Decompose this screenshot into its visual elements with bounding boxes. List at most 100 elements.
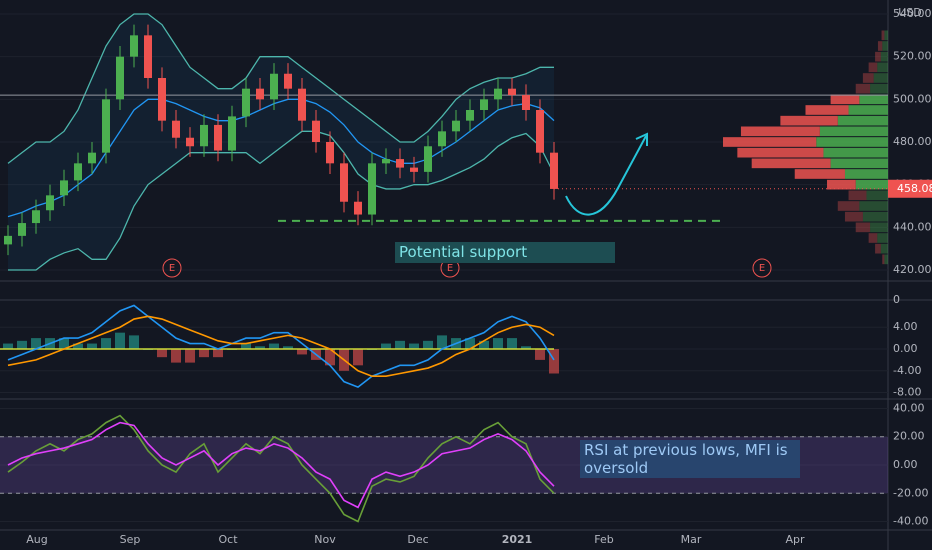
macd-tick-label: -8.00: [893, 386, 921, 399]
macd-histogram-bar: [255, 346, 265, 349]
macd-histogram-bar: [395, 340, 405, 349]
macd-histogram-bar: [521, 346, 531, 349]
candle-body: [270, 73, 278, 100]
macd-tick-label: 0.00: [893, 342, 918, 355]
macd-histogram-bar: [185, 349, 195, 363]
candle-body: [508, 88, 516, 96]
bollinger-line: [7, 98, 555, 218]
volume-profile-down: [862, 73, 874, 83]
macd-scale-label: 0: [893, 293, 900, 306]
volume-profile-up: [855, 179, 888, 190]
oscillator-tick-label: -40.00: [893, 515, 928, 528]
volume-profile-down: [877, 41, 883, 51]
candle-body: [242, 88, 250, 117]
volume-profile-up: [823, 147, 888, 158]
x-tick-label: 2021: [502, 533, 533, 546]
macd-histogram-bar: [381, 343, 391, 349]
candle-body: [368, 163, 376, 215]
candle-body: [18, 223, 26, 236]
price-tick-label: 480.00: [893, 135, 932, 148]
price-tick-label: 440.00: [893, 220, 932, 233]
volume-profile-down: [844, 211, 863, 222]
candle-body: [88, 152, 96, 164]
price-tick-label: 500.00: [893, 92, 932, 105]
volume-profile-up: [848, 105, 888, 115]
price-tick-label: 420.00: [893, 263, 932, 276]
macd-histogram-bar: [3, 343, 13, 349]
volume-profile-down: [740, 126, 820, 137]
x-tick-label: Mar: [681, 533, 702, 546]
candle-body: [284, 73, 292, 89]
macd-histogram-bar: [59, 338, 69, 349]
macd-histogram-bar: [479, 340, 489, 349]
candle-body: [214, 124, 222, 151]
candle-body: [102, 99, 110, 153]
volume-profile-down: [780, 115, 838, 126]
volume-profile-down: [723, 137, 817, 147]
candle-body: [200, 124, 208, 147]
volume-profile-up: [877, 62, 888, 73]
macd-histogram-bar: [493, 338, 503, 349]
last-price-label: 458.08: [897, 182, 932, 195]
volume-profile-down: [882, 254, 885, 265]
candle-body: [228, 116, 236, 151]
volume-profile-down: [827, 179, 856, 190]
volume-profile-down: [855, 83, 871, 94]
volume-profile-up: [844, 169, 888, 179]
oscillator-line: [7, 414, 555, 523]
macd-histogram-bar: [171, 349, 181, 363]
macd-histogram-bar: [283, 346, 293, 349]
candle-body: [46, 195, 54, 211]
currency-label: USD: [898, 6, 922, 19]
volume-profile-up: [884, 30, 888, 41]
bollinger-fill: [8, 14, 554, 270]
macd-histogram-bar: [241, 343, 251, 349]
earnings-marker-label: E: [169, 263, 175, 274]
candle-body: [298, 88, 306, 121]
candle-body: [60, 180, 68, 196]
macd-histogram-bar: [325, 349, 335, 366]
macd-histogram-bar: [129, 335, 139, 349]
volume-profile-up: [866, 190, 888, 201]
volume-profile-up: [877, 233, 888, 243]
macd-histogram-bar: [297, 349, 307, 355]
volume-profile-up: [862, 211, 888, 222]
candle-body: [382, 159, 390, 164]
macd-histogram-bar: [437, 335, 447, 349]
candle-body: [340, 163, 348, 202]
candle-body: [116, 56, 124, 100]
candle-body: [130, 35, 138, 57]
earnings-marker: [162, 258, 182, 278]
volume-profile-up: [816, 137, 888, 147]
macd-histogram-bar: [213, 349, 223, 358]
earnings-marker: [752, 258, 772, 278]
earnings-marker-label: E: [447, 263, 453, 274]
volume-profile-up: [859, 94, 888, 105]
volume-profile-up: [870, 222, 888, 233]
x-tick-label: Aug: [26, 533, 47, 546]
candle-body: [452, 120, 460, 132]
candle-body: [4, 235, 12, 245]
macd-histogram-bar: [157, 349, 167, 358]
candle-body: [186, 137, 194, 147]
macd-histogram-bar: [31, 338, 41, 349]
forecast-arrowhead: [635, 132, 648, 146]
oscillator-tick-label: 0.00: [893, 458, 918, 471]
candle-body: [312, 120, 320, 142]
x-tick-label: Oct: [218, 533, 238, 546]
volume-profile-down: [881, 30, 885, 41]
volume-profile-down: [805, 105, 849, 115]
candle-body: [158, 78, 166, 121]
x-tick-label: Dec: [407, 533, 428, 546]
candle-body: [74, 163, 82, 181]
volume-profile-up: [882, 41, 888, 51]
candle-body: [32, 210, 40, 224]
volume-profile-down: [848, 190, 867, 201]
x-tick-label: Nov: [314, 533, 336, 546]
macd-tick-label: -4.00: [893, 364, 921, 377]
price-tick-label: 520.00: [893, 50, 932, 63]
rsi-annotation: RSI at previous lows, MFI is oversold: [580, 440, 800, 478]
macd-tick-label: 4.00: [893, 320, 918, 333]
